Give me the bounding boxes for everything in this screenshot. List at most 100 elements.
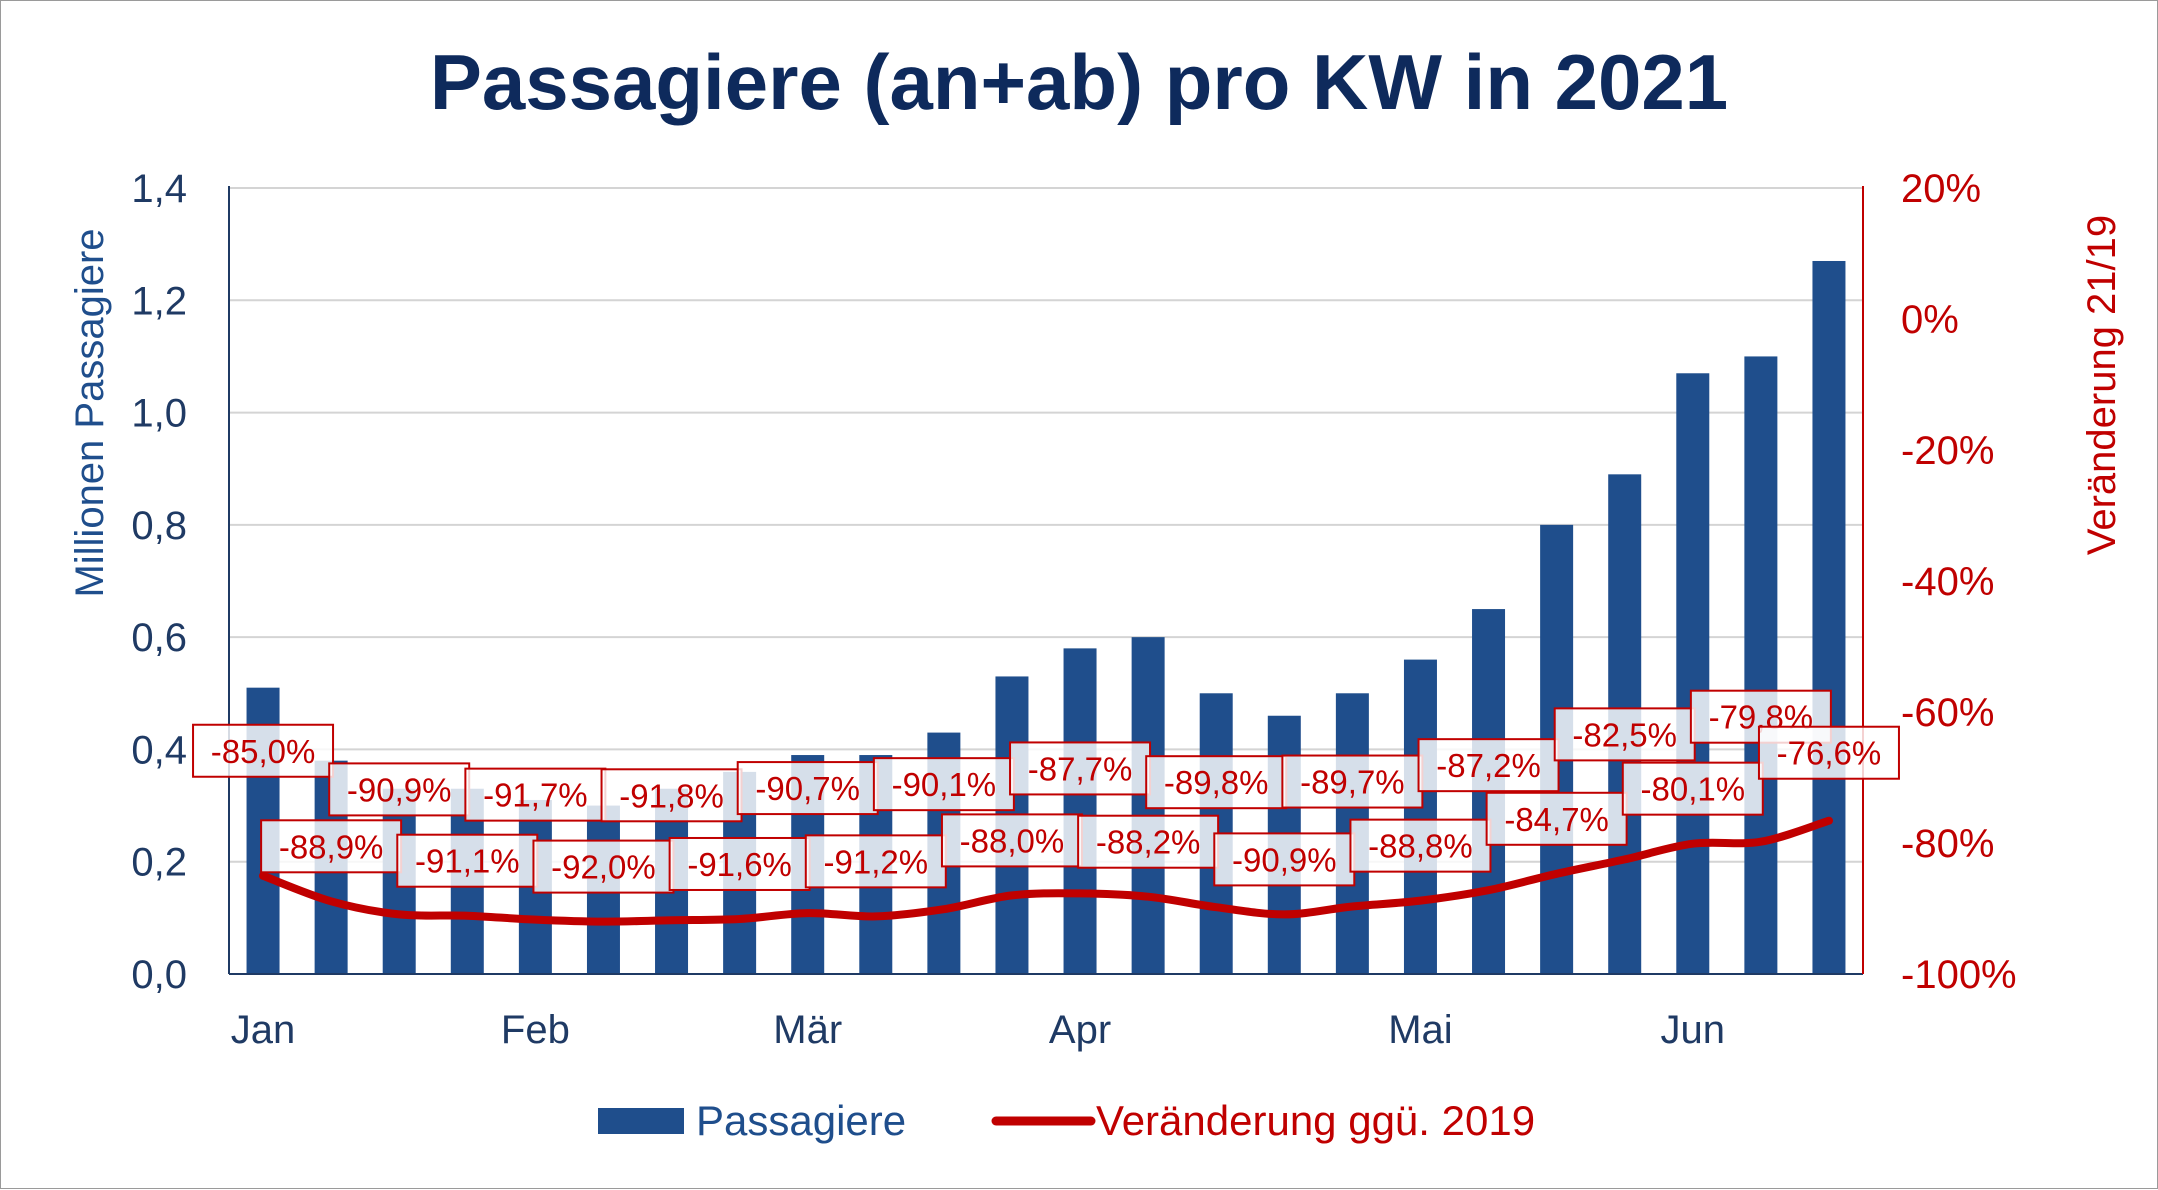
data-label: -84,7%	[1485, 791, 1628, 846]
month-tick-label: Mär	[773, 1008, 842, 1052]
left-tick-label: 1,0	[131, 392, 187, 436]
month-tick-label: Feb	[501, 1008, 570, 1052]
axes	[228, 186, 1864, 975]
left-tick-label: 0,0	[131, 953, 187, 997]
data-label-box	[464, 767, 607, 822]
data-label-box	[940, 813, 1083, 868]
left-tick-label: 0,4	[131, 728, 187, 772]
legend-bar-swatch	[598, 1108, 684, 1134]
data-label: -90,9%	[328, 762, 471, 817]
chart-title: Passagiere (an+ab) pro KW in 2021	[430, 38, 1728, 126]
data-label-text: -89,7%	[1300, 764, 1405, 801]
data-label-box	[1213, 832, 1356, 887]
data-label: -88,2%	[1077, 814, 1220, 869]
data-label-box	[1281, 754, 1424, 809]
data-label: -91,8%	[600, 768, 743, 823]
data-label-text: -91,1%	[415, 843, 520, 880]
month-tick-label: Jun	[1661, 1008, 1726, 1052]
data-label-text: -90,9%	[1232, 841, 1337, 878]
data-label: -76,6%	[1757, 725, 1900, 780]
data-label-box	[1417, 738, 1560, 793]
bar	[1403, 659, 1437, 974]
data-label-text: -82,5%	[1572, 716, 1677, 753]
data-label-text: -88,2%	[1096, 824, 1201, 861]
data-label-box	[1553, 707, 1696, 762]
data-label-box	[1757, 725, 1900, 780]
data-label-box	[1145, 755, 1288, 810]
right-tick-label: 20%	[1901, 167, 1981, 211]
data-label-text: -87,2%	[1436, 747, 1541, 784]
data-label-text: -88,0%	[960, 822, 1065, 859]
data-label: -91,6%	[668, 836, 811, 891]
data-label: -90,1%	[872, 757, 1015, 812]
data-label-box	[1009, 741, 1152, 796]
data-label-text: -89,8%	[1164, 764, 1269, 801]
data-label-box	[260, 819, 403, 874]
data-label: -91,2%	[804, 834, 947, 889]
data-label-text: -91,2%	[824, 843, 929, 880]
right-axis-title: Veränderung 21/19	[2080, 215, 2124, 555]
data-label-text: -91,8%	[619, 777, 724, 814]
left-axis-ticks: 0,0 0,2 0,4 0,6 0,8 1,0 1,2 1,4	[131, 167, 187, 997]
data-label: -88,8%	[1349, 818, 1492, 873]
month-axis-ticks: Jan Feb Mär Apr Mai Jun	[231, 1008, 1725, 1052]
gridlines	[229, 187, 1863, 863]
data-label-box	[1349, 818, 1492, 873]
data-label-text: -92,0%	[551, 849, 656, 886]
data-label-text: -88,8%	[1368, 828, 1473, 865]
data-label: -92,0%	[532, 839, 675, 894]
data-label-box	[1621, 761, 1764, 816]
right-tick-label: -60%	[1901, 691, 1994, 735]
right-tick-label: -80%	[1901, 822, 1994, 866]
data-label: -87,7%	[1009, 741, 1152, 796]
right-tick-label: -100%	[1901, 953, 2017, 997]
data-label-text: -88,9%	[279, 828, 384, 865]
left-tick-label: 1,2	[131, 279, 187, 323]
bar	[1676, 373, 1710, 974]
data-label-box	[600, 768, 743, 823]
data-label-box	[1485, 791, 1628, 846]
data-label-text: -80,1%	[1641, 771, 1746, 808]
right-tick-label: -40%	[1901, 560, 1994, 604]
right-tick-label: 0%	[1901, 298, 1959, 342]
change-data-labels: -85,0% -88,9% -90,9% -91,1% -91,7% -92,0% -91,…	[192, 689, 1900, 894]
left-tick-label: 1,4	[131, 167, 187, 211]
data-label-box	[328, 762, 471, 817]
left-tick-label: 0,8	[131, 504, 187, 548]
right-axis-ticks: -100% -80% -60% -40% -20% 0% 20%	[1901, 167, 2017, 997]
bar	[1063, 648, 1097, 974]
data-label-box	[736, 761, 879, 816]
legend-label-veraenderung: Veränderung ggü. 2019	[1096, 1097, 1535, 1144]
left-tick-label: 0,2	[131, 841, 187, 885]
data-label: -82,5%	[1553, 707, 1696, 762]
month-tick-label: Mai	[1388, 1008, 1452, 1052]
change-line-series	[259, 816, 1833, 926]
data-label: -91,7%	[464, 767, 607, 822]
data-label-text: -76,6%	[1777, 735, 1882, 772]
data-label: -87,2%	[1417, 738, 1560, 793]
legend: Passagiere Veränderung ggü. 2019	[598, 1097, 1535, 1144]
data-label-text: -85,0%	[211, 733, 316, 770]
left-tick-label: 0,6	[131, 616, 187, 660]
data-label-text: -90,7%	[755, 770, 860, 807]
right-tick-label: -20%	[1901, 429, 1994, 473]
data-label-text: -90,1%	[892, 766, 997, 803]
data-label: -90,7%	[736, 761, 879, 816]
change-line	[259, 816, 1833, 926]
data-label: -89,8%	[1145, 755, 1288, 810]
data-label-text: -91,6%	[687, 846, 792, 883]
data-label: -90,9%	[1213, 832, 1356, 887]
data-label-text: -91,7%	[483, 777, 588, 814]
bar	[1812, 260, 1846, 974]
data-label: -80,1%	[1621, 761, 1764, 816]
left-axis-title: Millionen Passagiere	[68, 228, 112, 597]
data-label-text: -87,7%	[1028, 750, 1133, 787]
data-label: -88,0%	[940, 813, 1083, 868]
data-label-box	[1077, 814, 1220, 869]
data-label: -88,9%	[260, 819, 403, 874]
legend-label-passagiere: Passagiere	[696, 1097, 906, 1144]
data-label: -89,7%	[1281, 754, 1424, 809]
month-tick-label: Apr	[1049, 1008, 1111, 1052]
data-label-text: -84,7%	[1504, 801, 1609, 838]
